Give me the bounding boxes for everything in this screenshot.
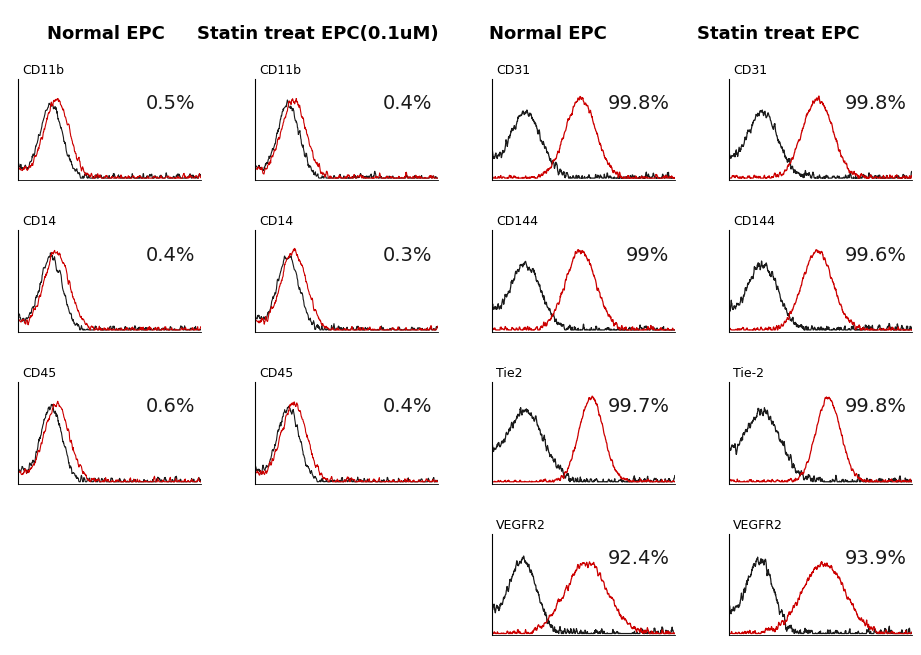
Text: 99%: 99% xyxy=(626,246,670,265)
Text: 0.4%: 0.4% xyxy=(146,246,195,265)
Text: Normal EPC: Normal EPC xyxy=(489,25,607,43)
Text: CD11b: CD11b xyxy=(22,64,64,77)
Text: CD45: CD45 xyxy=(22,367,56,381)
Text: 92.4%: 92.4% xyxy=(607,550,670,569)
Text: CD45: CD45 xyxy=(259,367,293,381)
Text: Statin treat EPC: Statin treat EPC xyxy=(697,25,859,43)
Text: 0.6%: 0.6% xyxy=(146,398,195,417)
Text: 0.3%: 0.3% xyxy=(383,246,432,265)
Text: VEGFR2: VEGFR2 xyxy=(733,519,783,532)
Text: CD31: CD31 xyxy=(733,64,767,77)
Text: 0.5%: 0.5% xyxy=(146,94,195,113)
Text: 99.8%: 99.8% xyxy=(845,94,906,113)
Text: Tie-2: Tie-2 xyxy=(733,367,764,381)
Text: 99.6%: 99.6% xyxy=(845,246,906,265)
Text: 0.4%: 0.4% xyxy=(383,398,432,417)
Text: Statin treat EPC(0.1uM): Statin treat EPC(0.1uM) xyxy=(197,25,438,43)
Text: CD144: CD144 xyxy=(496,215,538,229)
Text: CD11b: CD11b xyxy=(259,64,301,77)
Text: 93.9%: 93.9% xyxy=(845,550,906,569)
Text: CD31: CD31 xyxy=(496,64,530,77)
Text: CD14: CD14 xyxy=(22,215,56,229)
Text: 99.8%: 99.8% xyxy=(607,94,670,113)
Text: Normal EPC: Normal EPC xyxy=(47,25,165,43)
Text: 99.7%: 99.7% xyxy=(607,398,670,417)
Text: VEGFR2: VEGFR2 xyxy=(496,519,546,532)
Text: CD14: CD14 xyxy=(259,215,293,229)
Text: 0.4%: 0.4% xyxy=(383,94,432,113)
Text: CD144: CD144 xyxy=(733,215,775,229)
Text: 99.8%: 99.8% xyxy=(845,398,906,417)
Text: Tie2: Tie2 xyxy=(496,367,522,381)
